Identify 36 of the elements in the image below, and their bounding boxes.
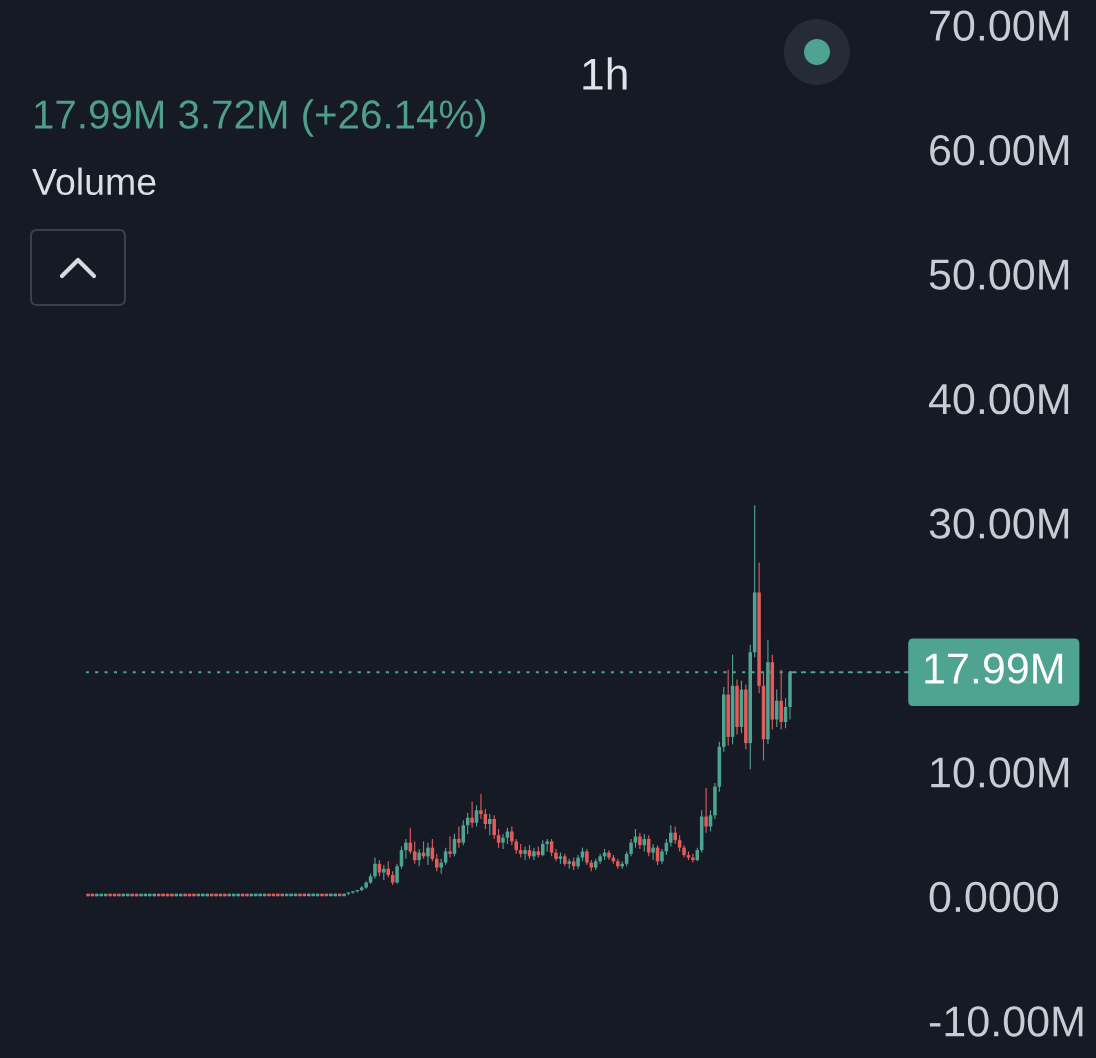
candlestick bbox=[633, 828, 638, 849]
y-tick-label: 10.00M bbox=[931, 757, 1069, 788]
candlestick bbox=[488, 813, 492, 836]
candlestick bbox=[779, 669, 783, 730]
candlestick bbox=[607, 849, 611, 861]
candlestick bbox=[417, 848, 421, 867]
candlestick bbox=[651, 843, 655, 861]
candlestick bbox=[373, 857, 377, 880]
annotation: 17.99M 3.72M (+26.14%) bbox=[35, 99, 486, 137]
candlestick bbox=[510, 825, 514, 846]
candlestick bbox=[496, 828, 501, 849]
candlestick bbox=[501, 833, 505, 850]
y-tick-label: 50.00M bbox=[929, 259, 1069, 290]
candlestick bbox=[470, 801, 474, 829]
candlestick bbox=[448, 835, 452, 859]
y-tick-label: -10.00M bbox=[929, 1006, 1083, 1037]
candlestick bbox=[492, 814, 496, 840]
annotation: Volume bbox=[32, 167, 156, 196]
y-tick-label: 0.0000 bbox=[929, 881, 1059, 913]
y-tick-label: 60.00M bbox=[930, 134, 1069, 166]
candlestick bbox=[404, 838, 408, 860]
y-tick-label: 30.00M bbox=[929, 508, 1069, 539]
candlestick bbox=[479, 793, 483, 820]
text: 1h bbox=[583, 57, 627, 90]
candlestick bbox=[523, 845, 527, 861]
candlestick bbox=[704, 787, 708, 834]
candlestick bbox=[669, 824, 673, 847]
candlestick bbox=[774, 689, 779, 728]
candlestick bbox=[426, 842, 430, 866]
candlestick bbox=[532, 847, 536, 861]
candlestick bbox=[598, 853, 602, 865]
y-tick-label: 70.00M bbox=[930, 10, 1069, 41]
candlestick bbox=[457, 825, 461, 849]
y-tick-label: 40.00M bbox=[928, 383, 1069, 415]
ref-line-label: 17.99M bbox=[925, 653, 1063, 684]
candlestick bbox=[395, 863, 399, 885]
